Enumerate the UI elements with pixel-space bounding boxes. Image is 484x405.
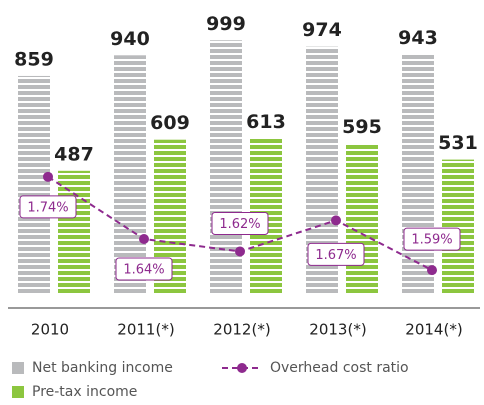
data-label-box [403,227,461,251]
legend-label: Pre-tax income [32,384,137,400]
legend-label: Net banking income [32,360,173,376]
data-label: 487 [54,143,94,165]
legend-marker [237,363,247,373]
data-label-box [211,211,269,235]
data-label-box [19,195,77,219]
x-tick-label: 2013(*) [309,321,366,339]
data-label: 1.74% [27,200,68,215]
data-label: 999 [206,13,246,35]
data-label: 1.64% [123,263,164,278]
bar [58,170,90,295]
data-label: 974 [302,19,342,41]
bar [402,54,434,295]
data-label: 531 [438,132,478,154]
legend-label: Overhead cost ratio [270,360,409,376]
data-label: 943 [398,27,438,49]
data-label: 940 [110,28,150,50]
bar [346,143,378,295]
line-point [43,171,53,182]
bar [442,159,474,295]
data-label-box [307,242,365,266]
data-label: 859 [14,48,54,70]
data-label: 613 [246,111,286,133]
data-label: 1.59% [411,233,452,248]
line-point [331,215,341,226]
bar [18,75,50,295]
line-point [139,234,149,245]
bar [210,40,242,295]
data-label: 1.67% [315,248,356,263]
data-label: 595 [342,116,382,138]
bar [114,55,146,295]
x-tick-label: 2011(*) [117,321,174,339]
data-label-box [115,257,173,281]
data-label: 1.62% [219,217,260,232]
line-point [427,265,437,276]
legend-swatch [12,362,24,374]
x-tick-label: 2012(*) [213,321,270,339]
x-tick-label: 2014(*) [405,321,462,339]
x-tick-label: 2010 [31,321,69,339]
data-label: 609 [150,112,190,134]
legend-swatch [12,386,24,398]
line-point [235,246,245,257]
